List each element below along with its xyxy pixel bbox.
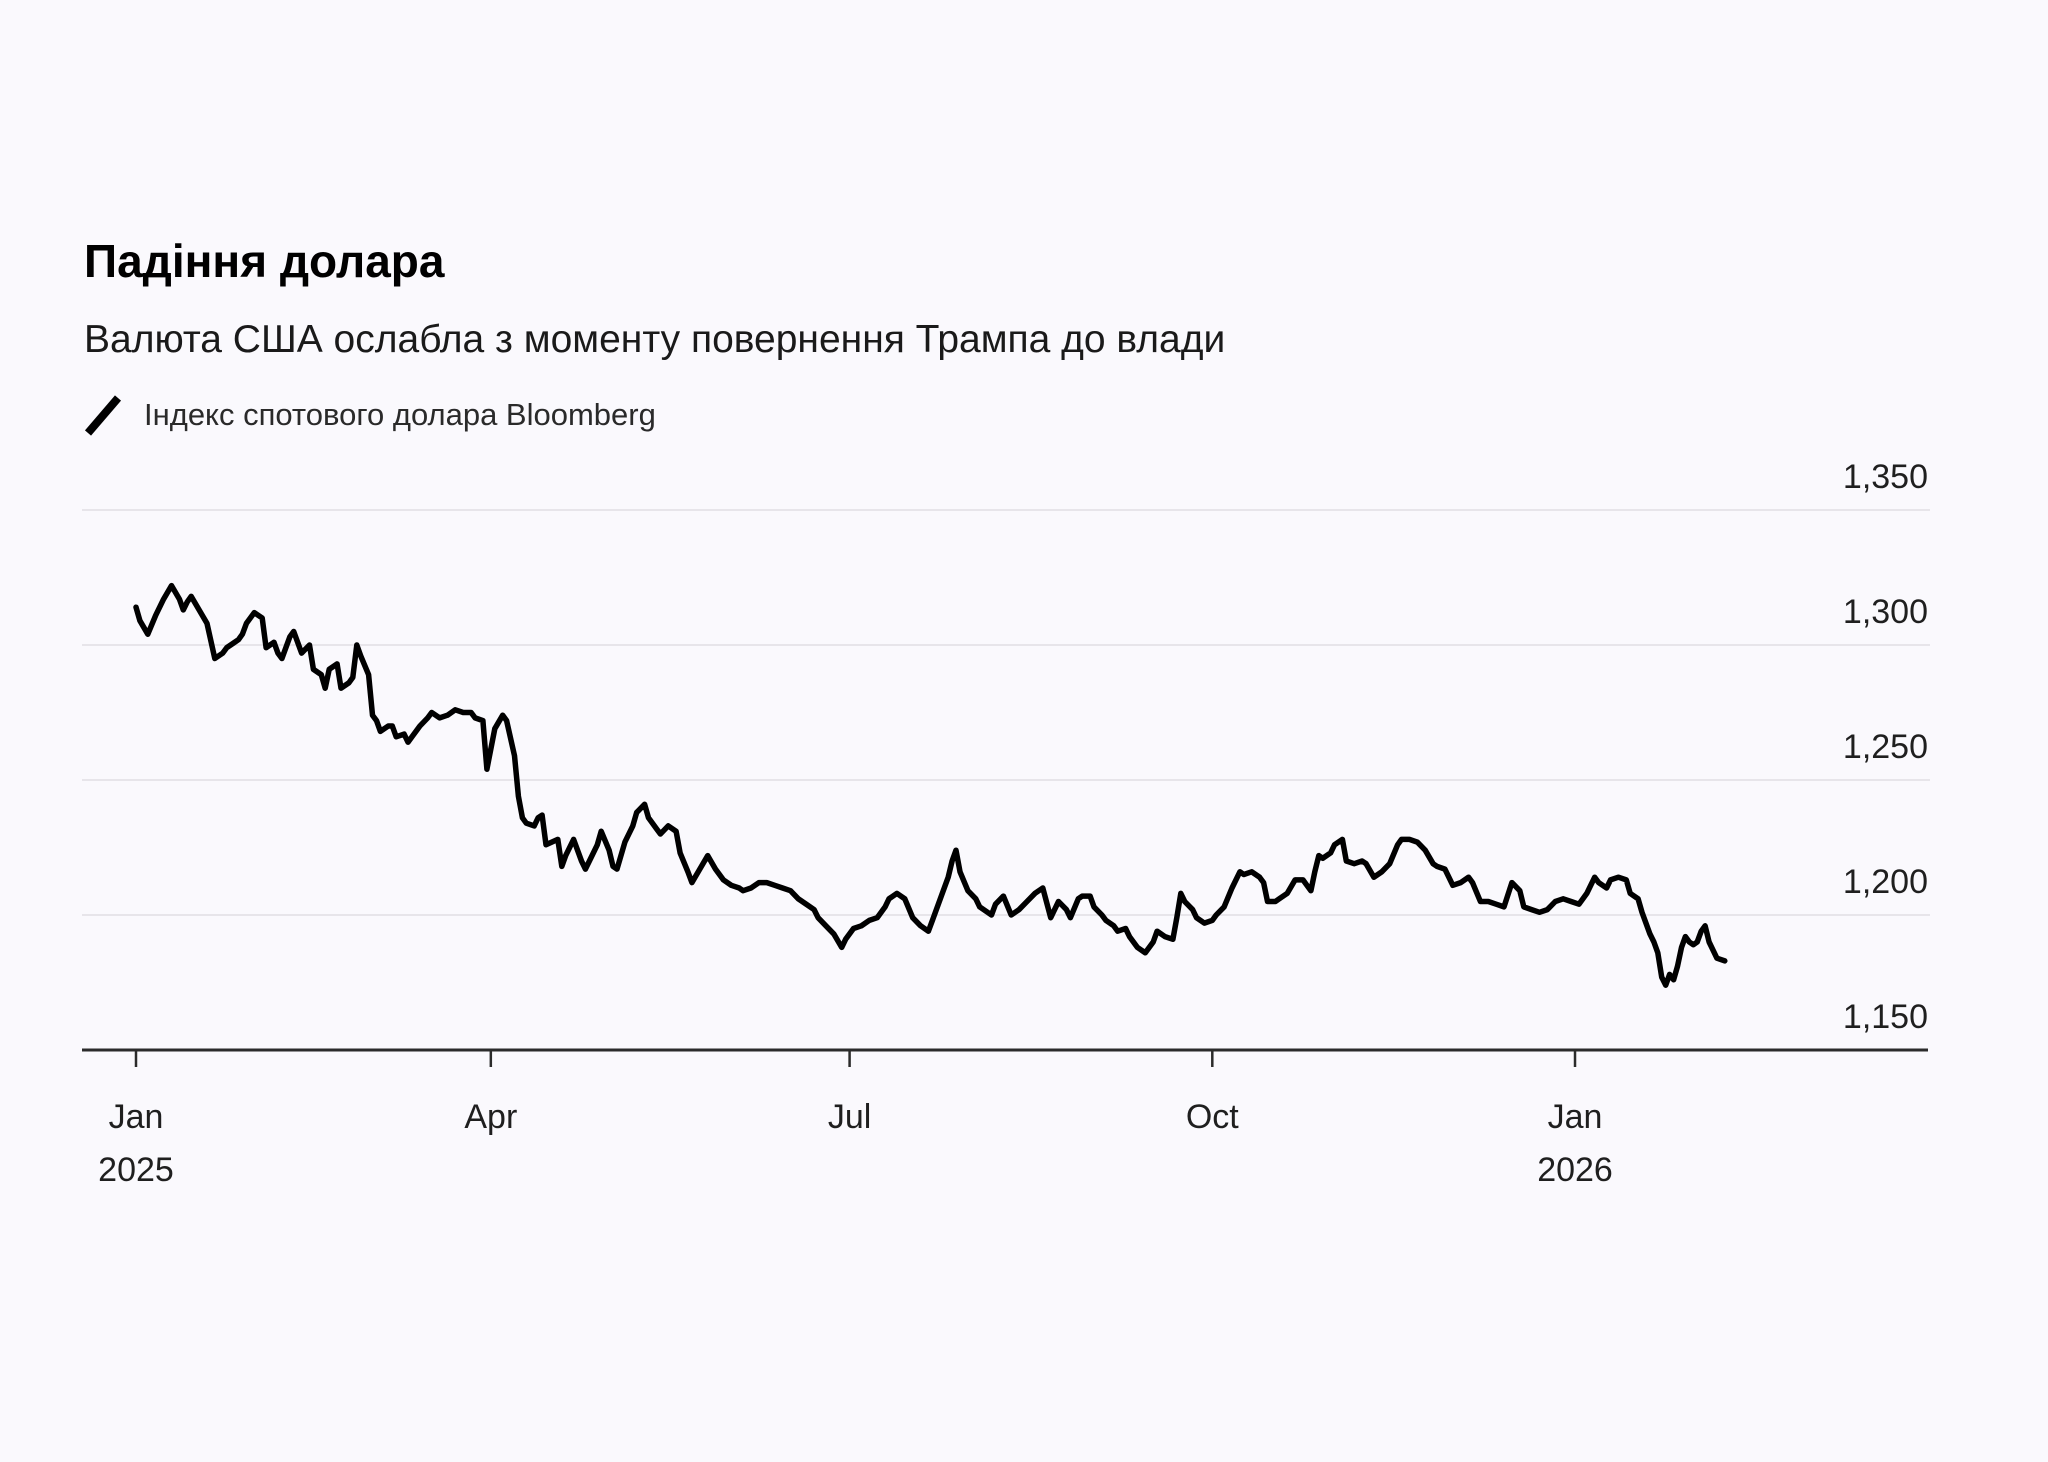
x-tick-label: Jul <box>828 1098 871 1136</box>
x-tick-label: Jan <box>109 1098 164 1136</box>
legend-series-label: Індекс спотового долара Bloomberg <box>144 397 656 432</box>
x-tick-label: Oct <box>1186 1098 1239 1136</box>
x-tick-year-label: 2025 <box>98 1151 174 1189</box>
series-slash-icon <box>84 395 122 436</box>
page-title: Падіння долара <box>84 235 445 287</box>
y-tick-label: 1,150 <box>1843 998 1928 1036</box>
y-tick-label: 1,200 <box>1843 863 1928 901</box>
y-tick-label: 1,350 <box>1843 458 1928 496</box>
x-axis <box>82 1048 1928 1067</box>
x-tick-label: Apr <box>464 1098 517 1136</box>
y-tick-label: 1,250 <box>1843 728 1928 766</box>
axis-labels: 1,350 1,300 1,250 1,200 1,150 Jan 2025 Apr Jul Oc… <box>98 458 1928 1189</box>
dollar-index-line <box>133 582 1728 988</box>
y-tick-label: 1,300 <box>1843 593 1928 631</box>
x-tick-label: Jan <box>1548 1098 1603 1136</box>
x-tick-year-label: 2026 <box>1537 1151 1613 1189</box>
legend: Індекс спотового долара Bloomberg <box>84 392 656 438</box>
gridlines <box>82 509 1930 916</box>
page-subtitle: Валюта США ослабла з моменту повернення … <box>84 318 1226 361</box>
